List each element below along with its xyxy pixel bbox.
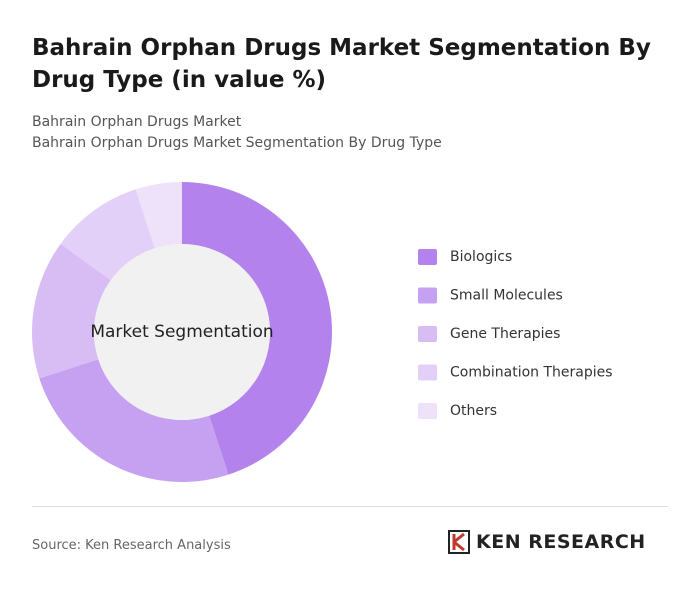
legend-swatch — [418, 249, 437, 265]
chart-title: Bahrain Orphan Drugs Market Segmentation… — [32, 35, 651, 93]
logo-text: KEN RESEARCH — [476, 531, 646, 553]
chart: Market Segmentation Biologics Small Molecu… — [32, 182, 613, 482]
legend-label: Gene Therapies — [450, 326, 560, 342]
center-label: Market Segmentation — [90, 322, 273, 342]
legend-swatch — [418, 403, 437, 419]
source: Source: Ken Research Analysis — [32, 538, 231, 553]
donut-slice — [32, 243, 111, 379]
legend-swatch — [418, 326, 437, 342]
subtitle: Bahrain Orphan Drugs Market Segmentation… — [32, 135, 442, 151]
legend-swatch — [418, 287, 437, 304]
legend-swatch — [418, 364, 437, 381]
donut-slice — [182, 182, 333, 475]
legend-label: Small Molecules — [450, 288, 563, 304]
logo: KEN RESEARCH — [448, 530, 646, 554]
legend-label: Biologics — [450, 249, 512, 265]
donut-slice — [135, 182, 182, 249]
donut-slice — [39, 359, 229, 482]
legend-label: Others — [450, 403, 497, 419]
logo-icon — [448, 530, 470, 554]
subtitle: Bahrain Orphan Drugs Market — [32, 114, 242, 130]
donut-hole — [94, 244, 270, 420]
donut-slice — [60, 189, 155, 281]
legend-label: Combination Therapies — [450, 365, 613, 381]
divider — [32, 506, 668, 507]
